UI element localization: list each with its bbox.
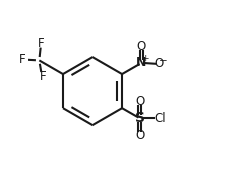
Text: Cl: Cl [154, 112, 165, 125]
Text: O: O [136, 40, 145, 53]
Text: N: N [135, 56, 146, 69]
Text: +: + [141, 54, 148, 63]
Text: F: F [19, 53, 25, 66]
Text: O: O [135, 95, 144, 108]
Text: O: O [135, 129, 144, 142]
Text: O: O [154, 57, 163, 70]
Text: S: S [134, 111, 144, 125]
Text: −: − [158, 56, 167, 66]
Text: F: F [38, 37, 44, 50]
Text: F: F [39, 70, 46, 83]
